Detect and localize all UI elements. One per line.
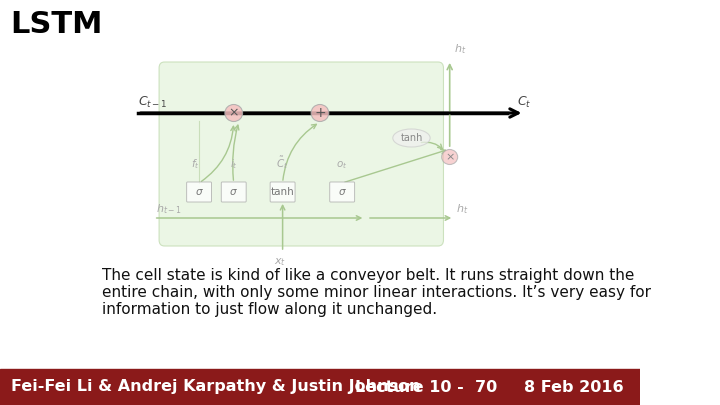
Text: $+$: $+$ [314, 106, 326, 120]
Ellipse shape [393, 129, 430, 147]
Text: $i_t$: $i_t$ [230, 157, 238, 171]
Text: information to just flow along it unchanged.: information to just flow along it unchan… [102, 302, 437, 317]
Ellipse shape [311, 104, 329, 122]
Text: $x_t$: $x_t$ [274, 256, 286, 268]
Text: $\times$: $\times$ [228, 107, 239, 119]
FancyBboxPatch shape [270, 182, 295, 202]
Text: $\sigma$: $\sigma$ [194, 187, 204, 197]
Ellipse shape [441, 149, 458, 164]
Text: $\sigma$: $\sigma$ [229, 187, 238, 197]
Text: $\sigma$: $\sigma$ [338, 187, 346, 197]
Text: entire chain, with only some minor linear interactions. It’s very easy for: entire chain, with only some minor linea… [102, 285, 651, 300]
Text: $f_t$: $f_t$ [191, 157, 200, 171]
Text: $C_t$: $C_t$ [517, 95, 531, 110]
Text: $\times$: $\times$ [445, 152, 454, 162]
Text: tanh: tanh [271, 187, 294, 197]
FancyBboxPatch shape [186, 182, 212, 202]
Text: tanh: tanh [400, 133, 423, 143]
Text: $o_t$: $o_t$ [336, 159, 348, 171]
Text: LSTM: LSTM [11, 10, 103, 39]
Ellipse shape [225, 104, 243, 122]
Text: The cell state is kind of like a conveyor belt. It runs straight down the: The cell state is kind of like a conveyo… [102, 268, 634, 283]
FancyBboxPatch shape [221, 182, 246, 202]
FancyBboxPatch shape [330, 182, 354, 202]
FancyBboxPatch shape [159, 62, 444, 246]
Bar [0, 369, 640, 405]
Text: $h_t$: $h_t$ [456, 202, 468, 216]
Text: $C_{t-1}$: $C_{t-1}$ [138, 95, 167, 110]
Text: Fei-Fei Li & Andrej Karpathy & Justin Johnson: Fei-Fei Li & Andrej Karpathy & Justin Jo… [11, 379, 420, 394]
Text: $h_t$: $h_t$ [454, 42, 467, 56]
Text: 8 Feb 2016: 8 Feb 2016 [524, 379, 624, 394]
Text: $\tilde{C}_t$: $\tilde{C}_t$ [276, 154, 289, 171]
Text: Lecture 10 -  70: Lecture 10 - 70 [356, 379, 498, 394]
Text: $h_{t-1}$: $h_{t-1}$ [156, 202, 181, 216]
